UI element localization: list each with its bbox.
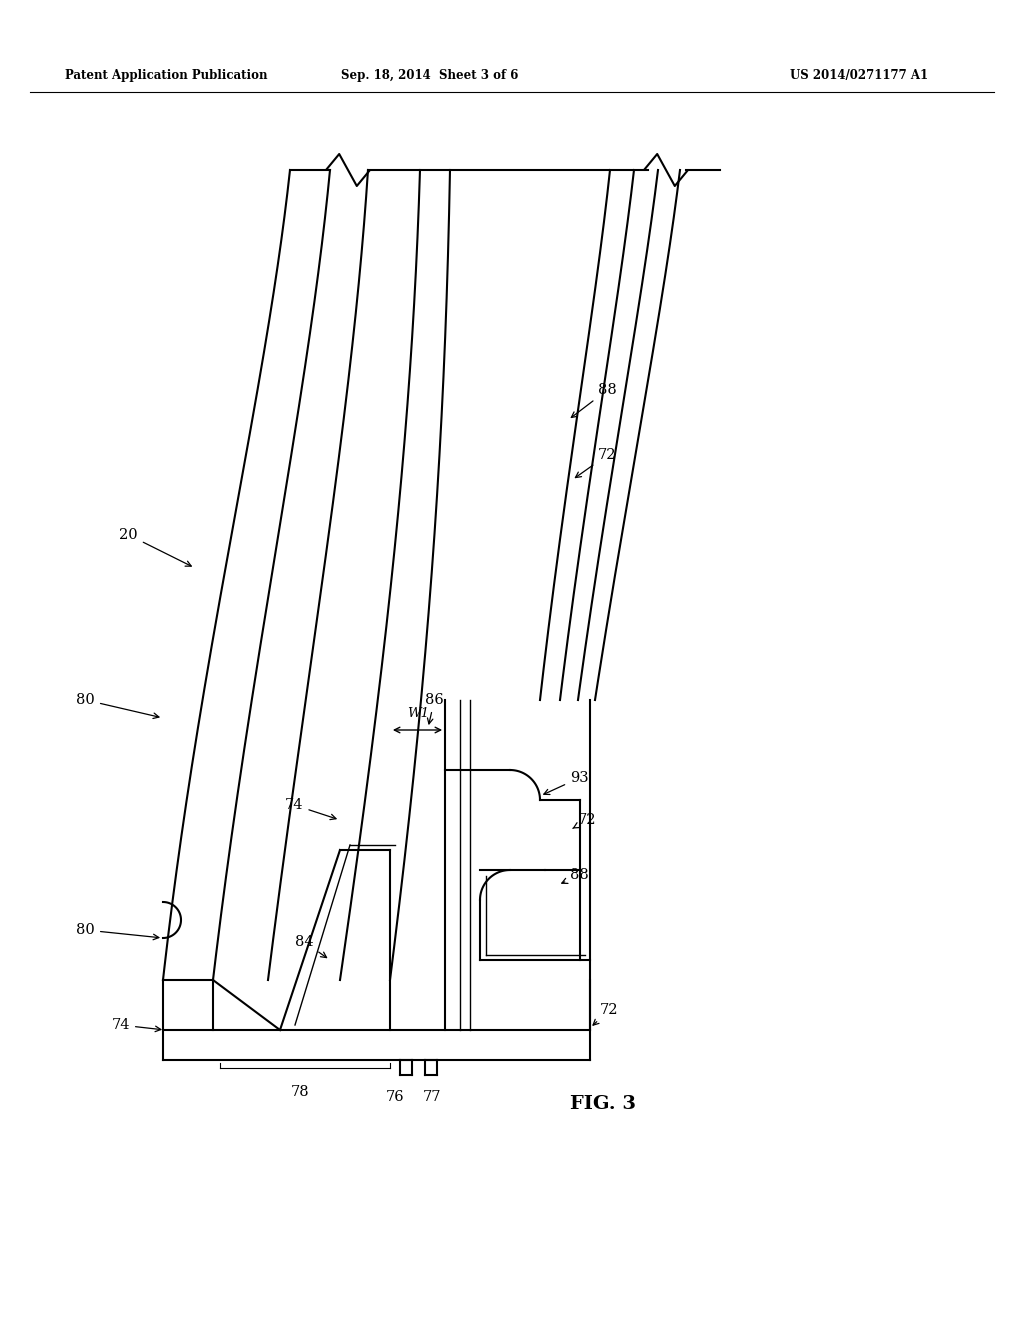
Text: 86: 86 [425,693,443,723]
Text: 74: 74 [112,1018,161,1032]
Text: 76: 76 [386,1090,404,1104]
Text: 72: 72 [575,447,616,478]
Text: 93: 93 [544,771,589,795]
Text: 88: 88 [571,383,616,417]
Text: Patent Application Publication: Patent Application Publication [65,69,267,82]
Text: 20: 20 [120,528,191,566]
Text: 72: 72 [572,813,597,829]
Text: US 2014/0271177 A1: US 2014/0271177 A1 [790,69,928,82]
Text: 78: 78 [291,1085,309,1100]
Text: 72: 72 [593,1003,618,1026]
Text: Sep. 18, 2014  Sheet 3 of 6: Sep. 18, 2014 Sheet 3 of 6 [341,69,519,82]
Text: 77: 77 [423,1090,441,1104]
Text: 80: 80 [76,923,159,940]
Text: 84: 84 [295,935,327,957]
Text: 80: 80 [76,693,159,718]
Text: FIG. 3: FIG. 3 [570,1096,636,1113]
Text: W1: W1 [407,708,429,719]
Text: 88: 88 [562,869,589,883]
Text: 74: 74 [285,799,336,820]
